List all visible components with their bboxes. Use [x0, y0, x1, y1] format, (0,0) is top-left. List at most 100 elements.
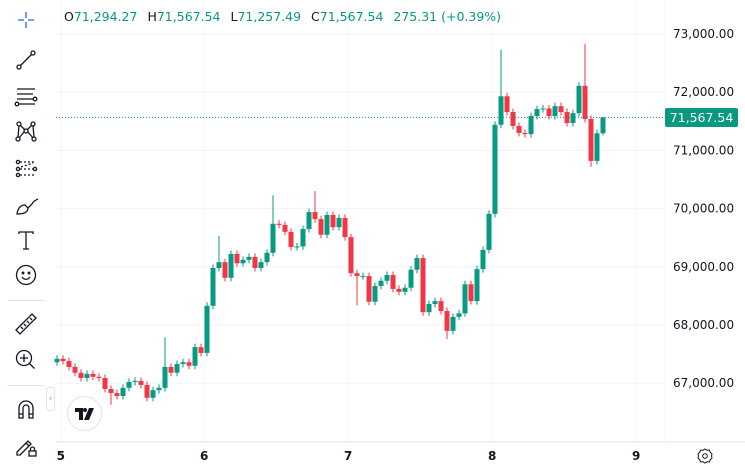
candle	[120, 384, 126, 400]
candle	[168, 363, 174, 377]
candle-body	[66, 361, 72, 367]
candle-body	[288, 231, 294, 248]
candle-body	[552, 106, 558, 117]
candle	[510, 108, 516, 130]
y-axis-tick-label: 69,000.00	[673, 260, 734, 274]
candle-body	[234, 253, 240, 264]
trend-line-icon[interactable]	[10, 44, 42, 76]
candle-body	[474, 269, 480, 302]
fib-retracement-icon[interactable]	[10, 80, 42, 112]
candle	[60, 355, 66, 365]
candle	[294, 242, 300, 251]
candle	[90, 370, 96, 381]
candle-body	[102, 377, 108, 390]
brush-icon[interactable]	[10, 188, 42, 220]
candle-body	[594, 133, 600, 161]
low-label: L	[230, 9, 238, 24]
candle	[438, 297, 444, 315]
candle-body	[588, 118, 594, 161]
lock-drawings-icon[interactable]	[10, 430, 42, 462]
x-axis-tick-label: 7	[344, 449, 352, 463]
candle-body	[492, 124, 498, 214]
candle	[228, 250, 234, 282]
candle	[222, 258, 228, 282]
candle	[444, 307, 450, 339]
candle	[486, 210, 492, 254]
candle-body	[162, 366, 168, 388]
candle-body	[462, 284, 468, 314]
y-axis-tick-label: 71,000.00	[673, 143, 734, 157]
candle	[396, 285, 402, 296]
candle	[108, 385, 114, 405]
text-icon[interactable]	[10, 224, 42, 256]
candle	[138, 377, 144, 389]
candle-body	[54, 358, 60, 363]
emoji-icon[interactable]	[10, 259, 42, 291]
candle	[96, 373, 102, 382]
zoom-in-icon[interactable]	[10, 344, 42, 376]
candle	[186, 358, 192, 370]
candle	[132, 377, 138, 386]
candle	[456, 309, 462, 321]
candle-body	[294, 246, 300, 248]
candle	[426, 300, 432, 316]
candle	[348, 233, 354, 277]
candle-body	[126, 382, 132, 388]
candle-body	[264, 252, 270, 263]
candle	[114, 389, 120, 400]
candle	[306, 208, 312, 233]
candle-body	[252, 256, 258, 268]
candle-body	[432, 301, 438, 305]
candle-body	[534, 109, 540, 117]
candle-body	[480, 249, 486, 270]
candle-body	[486, 213, 492, 250]
candle-body	[192, 347, 198, 366]
candle	[432, 297, 438, 308]
candle-body	[582, 85, 588, 119]
candle	[258, 258, 264, 272]
candle	[384, 271, 390, 285]
magnet-icon[interactable]	[10, 393, 42, 425]
candle-body	[258, 262, 264, 268]
candle	[318, 215, 324, 239]
candle	[540, 105, 546, 113]
candle-body	[312, 212, 318, 220]
open-label: O	[64, 9, 74, 24]
candle	[420, 254, 426, 316]
candle	[192, 343, 198, 370]
candle	[588, 115, 594, 167]
candle-body	[174, 363, 180, 373]
candle-body	[540, 108, 546, 110]
crosshair-icon[interactable]	[10, 4, 42, 36]
toolbar-divider	[8, 300, 44, 301]
candle	[54, 355, 60, 366]
high-label: H	[147, 9, 157, 24]
candle-body	[216, 262, 222, 268]
last-price-label: 71,567.54	[665, 107, 738, 127]
candle	[378, 277, 384, 290]
candle-body	[60, 358, 66, 362]
settings-gear-icon[interactable]	[697, 448, 713, 464]
pattern-icon[interactable]	[10, 115, 42, 147]
candle	[156, 384, 162, 394]
candle-body	[408, 269, 414, 288]
candle-body	[114, 393, 120, 397]
tradingview-logo[interactable]	[67, 396, 102, 431]
ruler-icon[interactable]	[10, 308, 42, 340]
candle-body	[522, 132, 528, 135]
y-axis-tick-label: 68,000.00	[673, 318, 734, 332]
candle	[78, 369, 84, 382]
candle-body	[276, 223, 282, 225]
candle	[522, 129, 528, 138]
prediction-icon[interactable]	[10, 153, 42, 185]
candle-body	[156, 387, 162, 391]
candle-body	[354, 273, 360, 277]
candle-body	[528, 116, 534, 135]
candle-body	[198, 347, 204, 353]
candle	[126, 378, 132, 392]
candle	[366, 272, 372, 306]
candle-body	[366, 276, 372, 302]
candle-body	[72, 366, 78, 373]
collapse-toolbar-button[interactable]: ‹	[46, 387, 55, 411]
